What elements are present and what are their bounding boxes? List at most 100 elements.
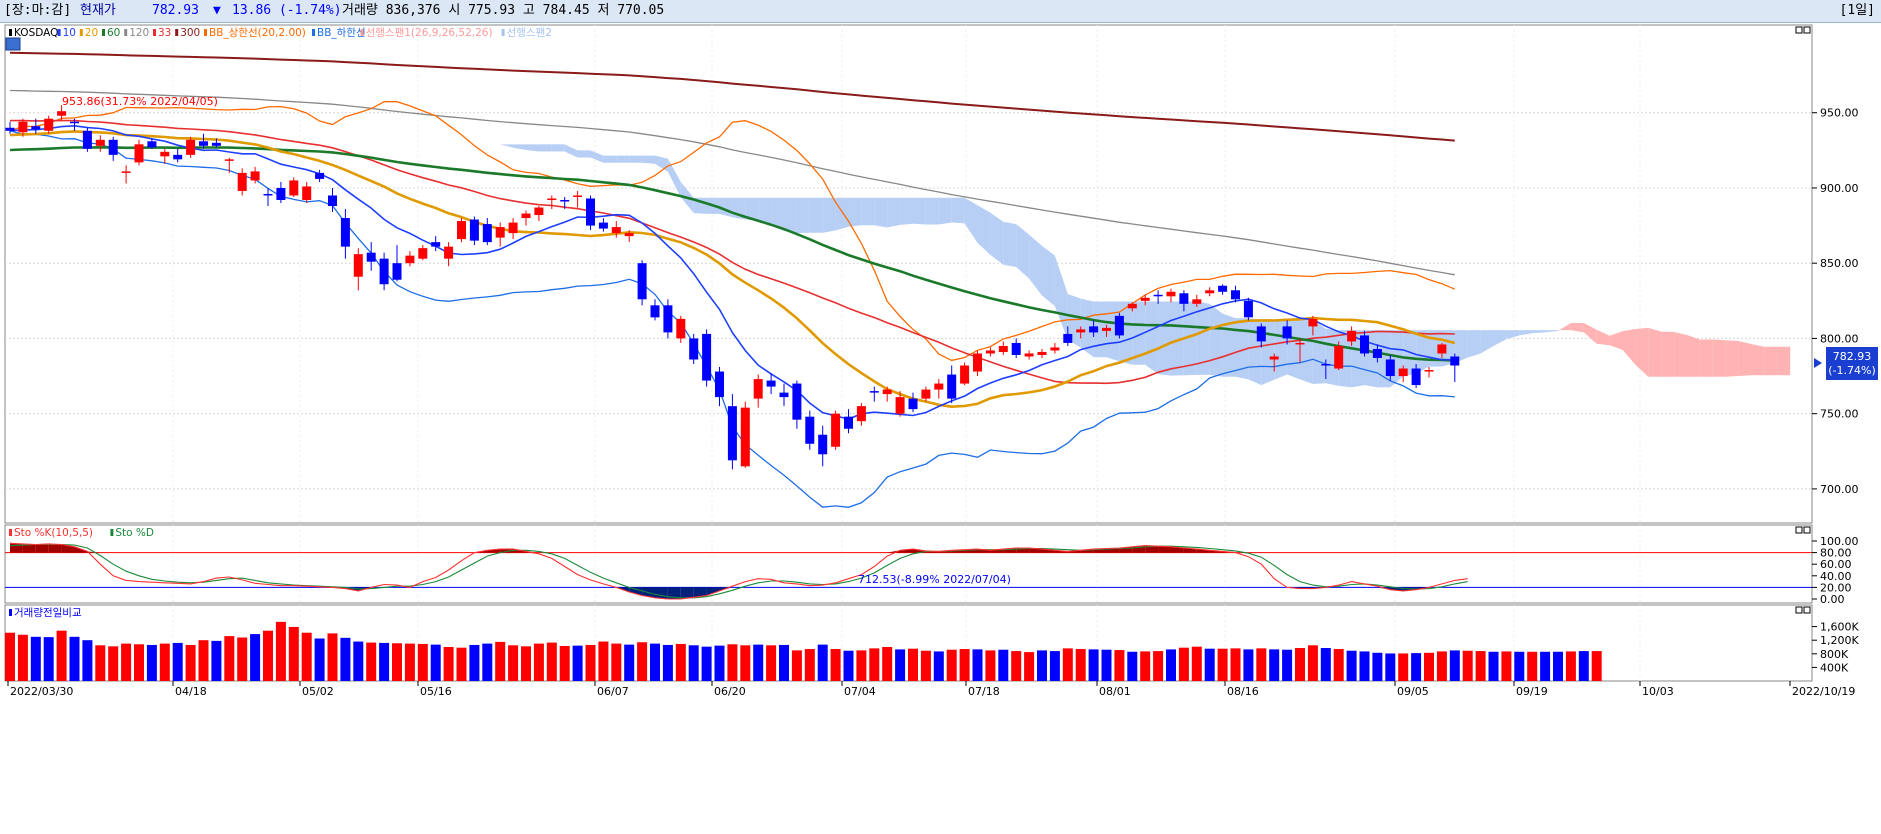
candle[interactable] [1256,323,1266,348]
candle[interactable] [650,299,660,321]
candle[interactable] [469,216,479,246]
pane-close-icon[interactable] [1803,606,1811,614]
pane-close-icon[interactable] [1803,26,1811,34]
candle[interactable] [1334,341,1344,371]
candle[interactable] [108,136,118,161]
candle[interactable] [908,392,918,413]
candle[interactable] [379,252,389,291]
candle[interactable] [869,386,879,402]
candle[interactable] [1282,320,1292,345]
candle[interactable] [1308,315,1318,336]
candle[interactable] [779,383,789,407]
candle[interactable] [134,139,144,166]
candle[interactable] [1140,294,1150,306]
stock-chart[interactable]: 950.00900.00850.00800.00750.00700.00100.… [0,23,1881,834]
candle[interactable] [882,386,892,402]
candle[interactable] [715,367,724,407]
candle[interactable] [1205,287,1215,297]
pane-maximize-icon[interactable] [1795,606,1803,614]
candle[interactable] [895,391,905,417]
candle[interactable] [1089,320,1099,337]
candle[interactable] [328,187,337,213]
candle[interactable] [1450,353,1460,383]
candle[interactable] [1269,353,1279,372]
candle[interactable] [1424,367,1434,378]
candle[interactable] [1295,338,1305,363]
candle[interactable] [1011,338,1021,358]
candle[interactable] [598,218,608,232]
candle[interactable] [173,148,183,163]
candle[interactable] [1372,344,1382,363]
candle[interactable] [1398,365,1408,383]
candle[interactable] [856,403,866,426]
candle[interactable] [82,127,92,152]
candle[interactable] [727,394,737,470]
candle[interactable] [1037,348,1047,358]
candle[interactable] [18,118,28,137]
candle[interactable] [1166,288,1176,303]
candle[interactable] [95,135,105,152]
candle[interactable] [1114,312,1124,339]
candle[interactable] [224,157,234,173]
pane-maximize-icon[interactable] [1795,526,1803,534]
candle[interactable] [1437,342,1447,358]
candle[interactable] [70,118,79,131]
candle[interactable] [1411,364,1421,389]
candle[interactable] [1218,284,1228,295]
candle[interactable] [5,121,15,134]
candle[interactable] [250,166,260,184]
candle[interactable] [534,206,544,222]
candle[interactable] [624,230,634,243]
candle[interactable] [57,105,67,121]
candle[interactable] [431,236,441,252]
candle[interactable] [1347,326,1357,346]
candle[interactable] [121,165,131,184]
candle[interactable] [947,365,957,404]
candle[interactable] [689,333,699,365]
period-selector[interactable]: [1일] [1839,3,1875,18]
candle[interactable] [521,210,531,226]
candle[interactable] [740,401,750,468]
candle[interactable] [211,138,221,148]
candle[interactable] [985,347,995,357]
candle[interactable] [1243,297,1253,321]
candle[interactable] [805,410,815,450]
candle[interactable] [444,242,454,267]
candle[interactable] [611,221,621,238]
chart-settings-icon[interactable] [5,37,21,51]
candle[interactable] [1231,285,1240,303]
candle[interactable] [960,362,970,386]
candle[interactable] [495,222,505,247]
candle[interactable] [547,195,557,210]
candle[interactable] [353,248,363,291]
candle[interactable] [1153,290,1163,304]
candle[interactable] [418,245,428,261]
candle[interactable] [482,218,492,246]
candle[interactable] [457,218,466,243]
candle[interactable] [586,195,595,231]
candle[interactable] [263,187,273,207]
candle[interactable] [792,380,802,429]
candle[interactable] [818,425,828,467]
candle[interactable] [508,218,518,240]
candle[interactable] [560,196,570,210]
candle[interactable] [1360,330,1369,357]
candle[interactable] [44,115,54,134]
candle[interactable] [973,350,982,377]
candle[interactable] [1179,290,1189,312]
pane-maximize-icon[interactable] [1795,26,1803,34]
candle[interactable] [1192,294,1202,307]
candle[interactable] [392,245,402,282]
candle[interactable] [340,209,350,259]
candle[interactable] [637,260,647,306]
candle[interactable] [1063,326,1073,346]
candle[interactable] [147,138,157,149]
candle[interactable] [405,251,415,267]
candle[interactable] [753,374,763,408]
candle[interactable] [702,329,712,387]
candle[interactable] [1102,324,1111,337]
candle[interactable] [237,168,247,196]
candle[interactable] [1127,302,1137,312]
candle[interactable] [160,148,170,164]
candle[interactable] [573,190,583,208]
